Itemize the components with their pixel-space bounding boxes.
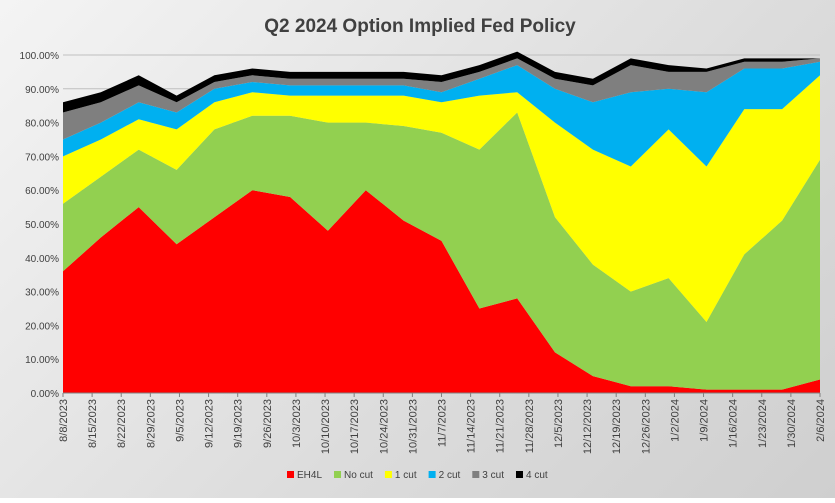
x-tick-label: 2/6/2024 [815, 399, 827, 442]
legend-label: 2 cut [439, 470, 461, 481]
x-tick-label: 9/26/2023 [262, 399, 274, 448]
y-tick-label: 80.00% [25, 119, 59, 130]
y-tick-label: 70.00% [25, 152, 59, 163]
x-tick-label: 10/17/2023 [349, 399, 361, 454]
x-tick-label: 1/23/2024 [757, 399, 769, 448]
legend: EH4L No cut 1 cut 2 cut 3 cut 4 cut [287, 470, 548, 481]
y-tick-label: 0.00% [31, 389, 59, 400]
legend-swatch [428, 471, 436, 478]
legend-label: EH4L [297, 470, 322, 481]
area-series-no-cut [63, 112, 820, 390]
axes: 0.00% 10.00% 20.00% 30.00% 40.00% 50.00% 60.00… [20, 51, 827, 454]
x-tick-label: 11/21/2023 [495, 399, 507, 453]
x-tick-label: 9/19/2023 [233, 399, 245, 448]
y-tick-label: 40.00% [25, 254, 59, 265]
x-tick-label: 11/14/2023 [466, 399, 478, 453]
y-tick-label: 10.00% [25, 355, 59, 366]
x-tick-label: 1/9/2024 [699, 399, 711, 442]
y-tick-label: 100.00% [20, 51, 60, 62]
x-tick-label: 10/10/2023 [320, 399, 332, 454]
y-tick-label: 30.00% [25, 288, 59, 299]
area-series-1-cut [63, 75, 820, 322]
x-tick-label: 11/7/2023 [437, 399, 449, 447]
area-series-eh4l [63, 190, 820, 393]
chart-title: Q2 2024 Option Implied Fed Policy [264, 16, 576, 37]
legend-label: 3 cut [482, 470, 504, 481]
x-tick-label: 9/12/2023 [204, 399, 216, 448]
x-tick-label: 9/5/2023 [174, 399, 186, 442]
x-tick-label: 12/12/2023 [582, 399, 594, 454]
x-tick-label: 1/2/2024 [669, 399, 681, 442]
x-tick-label: 12/19/2023 [611, 399, 623, 454]
y-tick-label: 90.00% [25, 85, 59, 96]
x-tick-label: 11/28/2023 [524, 399, 536, 453]
y-tick-label: 20.00% [25, 321, 59, 332]
area-series-2-cut [63, 61, 820, 167]
legend-swatch [384, 471, 392, 478]
x-tick-label: 12/26/2023 [640, 399, 652, 454]
area-series-3-cut [63, 58, 820, 140]
legend-swatch [287, 471, 294, 478]
x-tick-label: 8/22/2023 [116, 399, 128, 448]
x-tick-label: 12/5/2023 [553, 399, 565, 448]
x-tick-label: 1/30/2024 [786, 399, 798, 448]
y-tick-label: 50.00% [25, 220, 59, 231]
y-tick-label: 60.00% [25, 186, 59, 197]
legend-label: 4 cut [526, 470, 548, 481]
legend-label: 1 cut [395, 470, 417, 481]
x-tick-label: 10/3/2023 [291, 399, 303, 448]
legend-swatch [472, 471, 480, 478]
legend-swatch [334, 471, 342, 478]
legend-label: No cut [344, 470, 373, 481]
x-tick-label: 8/8/2023 [58, 399, 70, 442]
legend-swatch [515, 471, 523, 478]
x-tick-label: 1/16/2024 [728, 399, 740, 448]
plot-areas [63, 51, 820, 393]
x-tick-label: 8/15/2023 [87, 399, 99, 448]
x-tick-label: 10/31/2023 [407, 399, 419, 454]
x-tick-label: 8/29/2023 [145, 399, 157, 448]
x-tick-label: 10/24/2023 [378, 399, 390, 454]
